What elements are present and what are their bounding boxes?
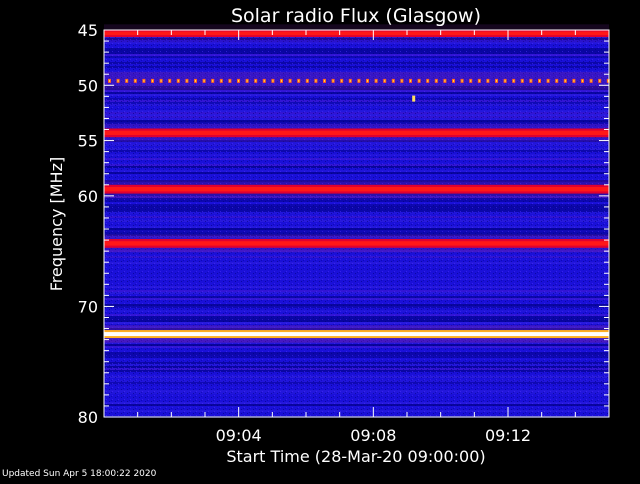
burst-spike xyxy=(412,95,416,102)
y-tick-label: 70 xyxy=(78,297,98,316)
updated-timestamp: Updated Sun Apr 5 18:00:22 2020 xyxy=(2,469,157,479)
noise-speckle xyxy=(104,30,609,417)
y-tick-label: 45 xyxy=(78,21,98,40)
y-tick-label: 60 xyxy=(78,187,98,206)
x-tick-label: 09:12 xyxy=(485,426,531,445)
x-tick-label: 09:08 xyxy=(350,426,396,445)
emission-haze xyxy=(104,71,609,90)
x-axis-label: Start Time (28-Mar-20 09:00:00) xyxy=(226,447,485,466)
plot-frame xyxy=(103,29,610,418)
emission-line-dotted xyxy=(108,78,610,83)
chart-title: Solar radio Flux (Glasgow) xyxy=(231,5,481,27)
emission-line-core xyxy=(104,130,609,135)
y-tick-label: 80 xyxy=(78,408,98,427)
plot-area xyxy=(104,24,610,418)
emission-line-core xyxy=(104,31,609,36)
emission-line-core xyxy=(104,187,609,192)
y-tick-label: 55 xyxy=(78,132,98,151)
axes: 45 50 55 60 70 80 09:04 09:08 09:12 xyxy=(78,21,610,445)
y-tick-label: 50 xyxy=(78,76,98,95)
emission-line-core xyxy=(104,241,609,246)
x-tick-label: 09:04 xyxy=(216,426,262,445)
y-axis-label: Frequency [MHz] xyxy=(47,157,66,291)
emission-line-core xyxy=(104,332,609,337)
